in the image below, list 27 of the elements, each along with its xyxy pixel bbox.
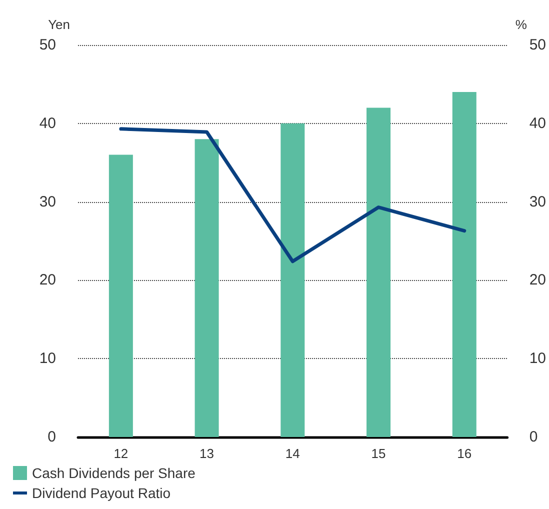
y2-tick-label: 40 <box>529 114 546 132</box>
line-series <box>119 127 466 264</box>
y2-tick-label: 10 <box>529 350 546 368</box>
x-tick-label: 16 <box>457 446 472 461</box>
bar <box>108 154 133 437</box>
y-tick-label: 30 <box>39 193 56 210</box>
y2-tick-label: 0 <box>529 428 538 446</box>
bar <box>452 92 476 437</box>
y-tick-label: 50 <box>39 36 56 54</box>
y-axis-title: Yen <box>48 17 70 32</box>
x-tick-label: 13 <box>200 446 214 461</box>
y2-tick-label: 30 <box>529 193 546 210</box>
x-tick-label: 12 <box>114 446 128 461</box>
bar <box>280 123 305 437</box>
legend-label: Dividend Payout Ratio <box>32 485 171 501</box>
y-tick-label: 20 <box>39 272 56 289</box>
y-tick-label: 40 <box>39 114 56 132</box>
x-tick-label: 14 <box>285 446 300 461</box>
bar <box>194 139 219 437</box>
y2-tick-label: 20 <box>529 272 546 289</box>
bar <box>366 108 391 437</box>
y-tick-label: 0 <box>48 428 56 446</box>
y2-tick-label: 50 <box>529 36 546 54</box>
y-tick-label: 10 <box>39 350 56 368</box>
x-tick-label: 15 <box>371 446 386 461</box>
y2-axis-title: % <box>515 17 528 32</box>
legend-label: Cash Dividends per Share <box>32 465 196 481</box>
